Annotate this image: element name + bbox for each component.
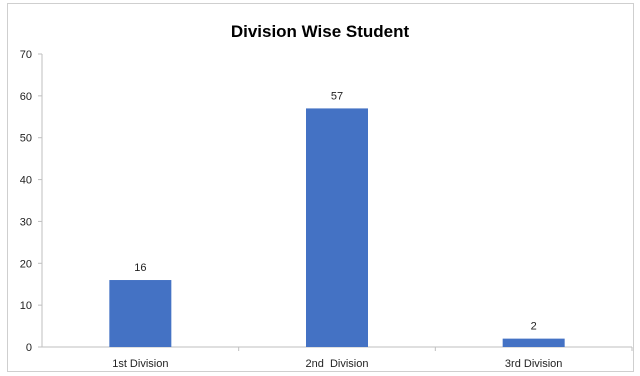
y-tick-label: 0 bbox=[26, 342, 32, 354]
chart-title: Division Wise Student bbox=[230, 22, 410, 41]
y-axis: 0 10 20 30 40 50 60 70 bbox=[20, 49, 43, 354]
y-tick-label: 60 bbox=[20, 91, 32, 103]
y-tick-label: 50 bbox=[20, 133, 32, 145]
x-axis: 1st Division 2nd Division 3rd Division bbox=[42, 346, 633, 370]
bar bbox=[502, 338, 565, 347]
bar-data-label: 2 bbox=[531, 321, 537, 333]
bars: 16 57 2 bbox=[109, 90, 565, 348]
y-tick-label: 70 bbox=[20, 49, 32, 61]
y-tick-label: 20 bbox=[20, 258, 32, 270]
bar-data-label: 57 bbox=[331, 90, 343, 102]
x-tick-label: 3rd Division bbox=[505, 358, 562, 370]
bar bbox=[109, 280, 172, 347]
y-tick-label: 10 bbox=[20, 300, 32, 312]
x-tick-label: 1st Division bbox=[112, 358, 168, 370]
y-tick-label: 30 bbox=[20, 216, 32, 228]
bar bbox=[306, 108, 368, 348]
y-tick-label: 40 bbox=[20, 175, 32, 187]
x-tick-label: 2nd Division bbox=[306, 358, 369, 370]
bar-data-label: 16 bbox=[134, 262, 146, 274]
